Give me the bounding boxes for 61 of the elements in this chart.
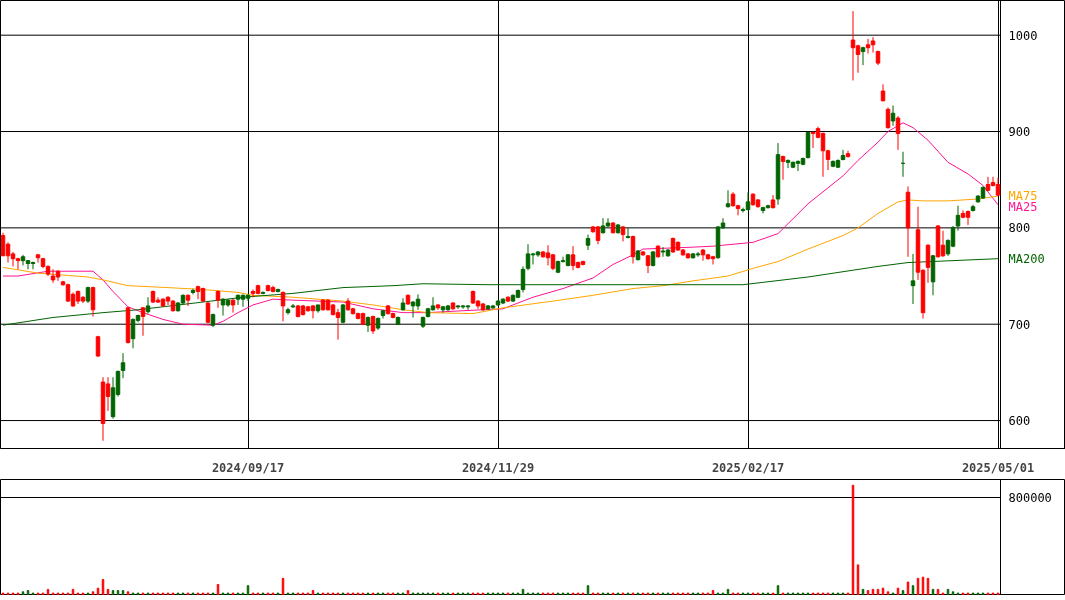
- candlestick: [780, 155, 786, 181]
- candlestick: [235, 293, 241, 306]
- y-tick-label: 900: [1008, 125, 1031, 140]
- candlestick: [525, 243, 531, 271]
- candlestick: [230, 298, 236, 314]
- candlestick: [215, 290, 221, 309]
- candlestick: [310, 304, 316, 319]
- candlestick: [850, 10, 856, 81]
- candlestick: [545, 244, 551, 266]
- y-tick-label: 700: [1008, 317, 1031, 332]
- candlestick: [25, 260, 31, 270]
- x-tick-label: 2024/09/17: [211, 460, 285, 475]
- candlestick: [840, 149, 846, 161]
- candlestick: [865, 38, 871, 54]
- candlestick: [120, 352, 126, 379]
- candlestick: [710, 255, 716, 265]
- candlestick: [600, 217, 606, 235]
- candlestick: [50, 268, 56, 284]
- candlestick: [985, 176, 991, 192]
- candlestick: [250, 289, 256, 298]
- candlestick: [625, 227, 631, 239]
- candlestick: [965, 210, 971, 226]
- candlestick: [810, 131, 816, 149]
- candlestick: [280, 290, 286, 322]
- candlestick: [890, 105, 896, 127]
- candlestick: [195, 285, 201, 300]
- candlestick: [185, 293, 191, 307]
- candlestick: [240, 293, 246, 308]
- candlestick: [410, 300, 416, 318]
- candlestick: [895, 115, 901, 151]
- candlestick: [140, 306, 146, 337]
- candlestick: [870, 36, 876, 54]
- candlestick: [955, 205, 961, 232]
- candlestick: [335, 308, 341, 341]
- candlestick: [20, 254, 26, 266]
- series-label: MA25: [1008, 200, 1038, 215]
- candlestick: [700, 248, 706, 262]
- candlestick: [15, 257, 21, 270]
- candlestick: [220, 297, 226, 317]
- candlestick: [530, 252, 536, 265]
- candlestick: [660, 246, 666, 258]
- candlestick: [695, 251, 701, 258]
- x-tick-label: 2025/05/01: [961, 460, 1035, 475]
- candlestick: [30, 261, 36, 270]
- candlestick: [795, 159, 801, 172]
- x-tick-label: 2024/11/29: [461, 460, 535, 475]
- y-tick-label: 600: [1008, 414, 1031, 429]
- candlestick: [145, 296, 151, 315]
- y-tick-label: 1000: [1008, 28, 1038, 43]
- candlestick: [585, 234, 591, 251]
- y-tick-label: 800000: [1008, 491, 1052, 506]
- candlestick: [725, 189, 731, 209]
- candlestick: [785, 158, 791, 169]
- y-tick-label: 800: [1008, 221, 1031, 236]
- candlestick: [745, 191, 751, 212]
- candlestick: [35, 253, 41, 264]
- series-label: MA200: [1008, 251, 1045, 266]
- line-series: [2, 258, 999, 326]
- candlestick: [570, 245, 576, 271]
- candlestick: [415, 293, 421, 311]
- x-tick-label: 2025/02/17: [711, 460, 785, 475]
